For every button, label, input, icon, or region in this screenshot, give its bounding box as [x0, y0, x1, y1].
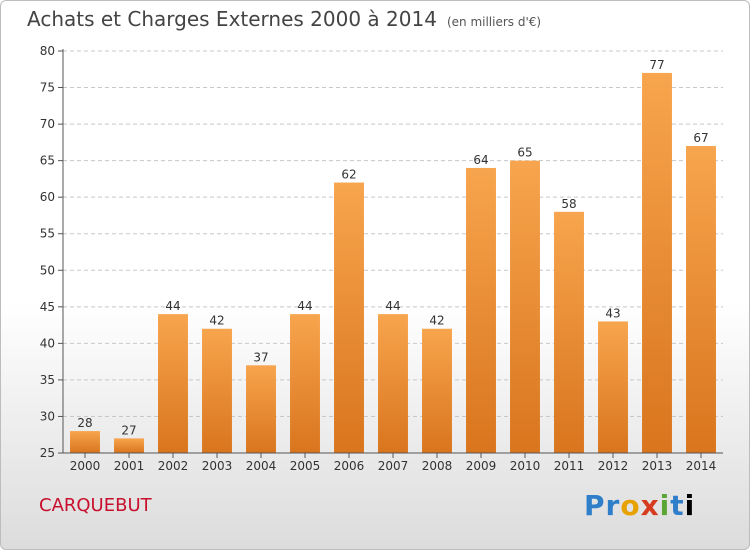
- axis-layer: 25 30 35 40 45 50 55 60 65 70 75 80 2000 2001 2002 2003…: [40, 44, 723, 473]
- bar: [70, 431, 100, 453]
- x-tick-label: 2011: [554, 459, 585, 473]
- bar: [466, 167, 496, 454]
- data-label: 67: [693, 131, 708, 145]
- chart-title-text: Achats et Charges Externes 2000 à 2014: [27, 7, 437, 31]
- logo-letter: i: [684, 489, 696, 522]
- x-tick-label: 2012: [598, 459, 629, 473]
- data-label: 64: [473, 153, 488, 167]
- logo-letter: r: [605, 489, 621, 522]
- bar: [686, 146, 716, 453]
- data-label: 58: [561, 197, 576, 211]
- x-tick-label: 2001: [114, 459, 145, 473]
- data-label: 62: [341, 168, 356, 182]
- chart-title: Achats et Charges Externes 2000 à 2014 (e…: [27, 7, 541, 31]
- logo-letter: o: [620, 489, 641, 522]
- bar: [422, 328, 452, 453]
- x-tick-label: 2010: [510, 459, 541, 473]
- data-label: 42: [209, 314, 224, 328]
- y-tick-label: 55: [40, 227, 55, 241]
- logo-letter: x: [640, 489, 660, 522]
- y-tick-label: 80: [40, 44, 55, 58]
- x-tick-label: 2006: [334, 459, 365, 473]
- x-tick-label: 2002: [158, 459, 189, 473]
- bar: [642, 72, 672, 453]
- data-label: 65: [517, 146, 532, 160]
- y-tick-label: 60: [40, 190, 55, 204]
- data-label: 44: [165, 299, 180, 313]
- proxiti-logo: Proxiti: [584, 489, 695, 522]
- logo-letter: t: [670, 489, 685, 522]
- bar: [158, 314, 188, 453]
- y-tick-label: 70: [40, 117, 55, 131]
- y-tick-label: 45: [40, 300, 55, 314]
- commune-name: CARQUEBUT: [39, 495, 152, 516]
- x-tick-label: 2003: [202, 459, 233, 473]
- x-tick-label: 2009: [466, 459, 497, 473]
- data-label: 27: [121, 423, 136, 437]
- bar: [598, 321, 628, 453]
- data-label: 77: [649, 58, 664, 72]
- x-tick-label: 2013: [642, 459, 673, 473]
- y-tick-label: 75: [40, 81, 55, 95]
- logo-letter: i: [659, 489, 671, 522]
- bar: [246, 365, 276, 453]
- data-label: 28: [77, 416, 92, 430]
- data-label: 42: [429, 314, 444, 328]
- bar: [554, 211, 584, 453]
- bar: [510, 160, 540, 454]
- y-tick-label: 35: [40, 373, 55, 387]
- logo-letter: P: [584, 489, 606, 522]
- y-tick-label: 65: [40, 154, 55, 168]
- bar: [290, 314, 320, 453]
- bar: [334, 182, 364, 453]
- x-tick-label: 2014: [686, 459, 717, 473]
- x-tick-label: 2005: [290, 459, 321, 473]
- x-tick-label: 2008: [422, 459, 453, 473]
- chart-unit: (en milliers d'€): [446, 15, 542, 29]
- data-label: 44: [385, 299, 400, 313]
- x-tick-label: 2007: [378, 459, 409, 473]
- data-label: 44: [297, 299, 312, 313]
- bar: [202, 328, 232, 453]
- y-tick-label: 25: [40, 446, 55, 460]
- x-tick-label: 2000: [70, 459, 101, 473]
- y-tick-label: 40: [40, 336, 55, 350]
- x-tick-label: 2004: [246, 459, 277, 473]
- y-tick-label: 30: [40, 409, 55, 423]
- y-tick-label: 50: [40, 263, 55, 277]
- data-label: 43: [605, 306, 620, 320]
- data-label: 37: [253, 350, 268, 364]
- bars-layer: 28 27 44 42 37 44 62 44 42 64 65 58 43 77 67: [70, 58, 716, 454]
- bar: [378, 314, 408, 453]
- bar: [114, 438, 144, 453]
